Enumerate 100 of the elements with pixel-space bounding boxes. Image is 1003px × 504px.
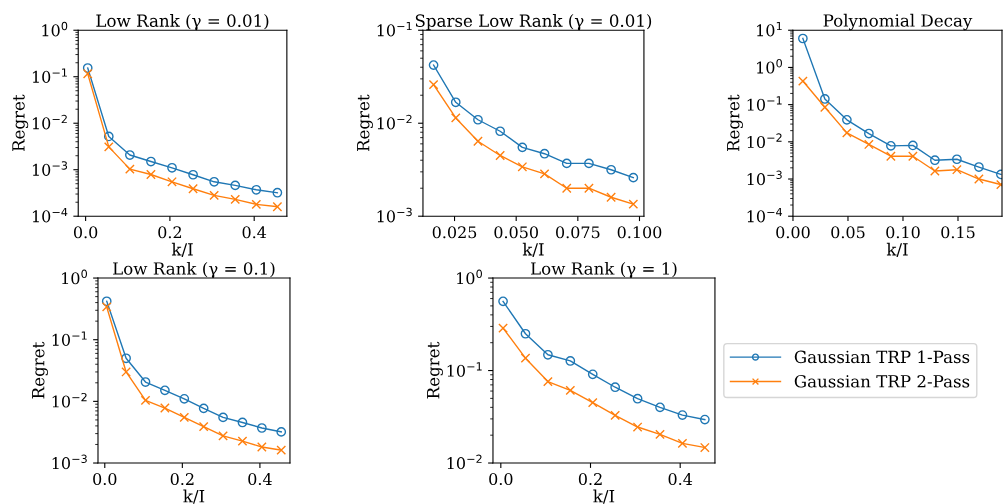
point: [628, 199, 639, 209]
y-tick-label: 10$^{1}$: [757, 21, 782, 37]
y-tick-label: 10$^{−3}$: [747, 170, 782, 186]
point: [188, 183, 198, 194]
point: [539, 169, 550, 179]
x-tick-label: 0.4: [242, 226, 267, 239]
point: [517, 161, 528, 172]
y-tick-label: 10$^{0}$: [42, 21, 68, 37]
point: [198, 403, 209, 414]
y-tick-label: 10$^{−1}$: [52, 331, 87, 346]
y-tick-label: 10$^{−3}$: [377, 207, 412, 223]
point: [699, 414, 710, 425]
point: [167, 176, 177, 187]
point: [655, 402, 665, 413]
x-tick-label: 0.2: [578, 473, 602, 486]
point: [473, 136, 483, 147]
point: [632, 422, 643, 432]
point: [209, 176, 220, 187]
point: [473, 114, 483, 125]
point: [587, 369, 598, 380]
x-tick-label: 0.10: [886, 226, 920, 239]
y-tick-label: 10$^{−1}$: [447, 362, 482, 377]
y-tick-label: 10$^{0}$: [457, 269, 482, 285]
point: [146, 156, 156, 167]
point: [798, 33, 808, 44]
point: [272, 187, 283, 198]
y-tick-label: 10$^{−3}$: [52, 454, 87, 470]
chart-title: Sparse Low Rank (γ = 0.01): [415, 14, 652, 31]
point: [209, 190, 220, 201]
point: [198, 421, 209, 432]
y-tick-label: 10$^{−1}$: [377, 21, 412, 37]
x-tick-label: 0.0: [93, 473, 117, 486]
point: [103, 131, 114, 142]
legend-label: Gaussian TRP 1-Pass: [794, 350, 970, 364]
point: [276, 445, 287, 455]
x-tick-label: 0.4: [668, 473, 693, 486]
point: [587, 397, 598, 408]
x-axis-title: k/I: [183, 489, 205, 504]
point: [188, 169, 198, 180]
point: [864, 128, 874, 139]
x-tick-label: 0.2: [170, 473, 194, 486]
point: [677, 410, 688, 420]
y-tick-label: 10$^{−4}$: [747, 207, 783, 223]
point: [125, 150, 135, 160]
point: [930, 166, 940, 176]
point: [632, 393, 643, 404]
point: [606, 164, 616, 175]
point: [101, 302, 112, 312]
point: [974, 174, 984, 184]
chart-title: Polynomial Decay: [823, 13, 973, 31]
x-tick-label: 0.075: [556, 226, 600, 239]
chart-title: Low Rank (γ = 1): [530, 261, 677, 279]
x-tick-label: 0.025: [432, 226, 477, 239]
x-tick-label: 0.0: [73, 226, 98, 239]
point: [842, 114, 852, 125]
point: [606, 192, 616, 203]
point: [230, 194, 241, 205]
point: [565, 385, 576, 396]
y-tick-label: 10$^{0}$: [757, 58, 782, 74]
point: [610, 382, 621, 393]
point: [101, 296, 112, 307]
point: [520, 328, 531, 339]
x-tick-label: 0.0: [489, 473, 513, 486]
y-axis-title: Regret: [427, 341, 443, 399]
point: [974, 162, 984, 172]
point: [237, 436, 248, 447]
point: [517, 142, 528, 153]
point: [610, 410, 621, 421]
point: [864, 139, 874, 150]
point: [561, 183, 572, 194]
point: [561, 158, 572, 169]
point: [125, 164, 135, 174]
legend-label: Gaussian TRP 2-Pass: [794, 375, 970, 388]
y-axis-title: Regret: [12, 94, 29, 152]
x-tick-label: 0.050: [494, 226, 538, 239]
point: [103, 142, 114, 152]
y-tick-label: 10$^{−2}$: [52, 392, 87, 408]
point: [237, 417, 248, 428]
x-tick-label: 0.00: [776, 226, 810, 239]
point: [886, 151, 896, 162]
point: [495, 126, 506, 137]
point: [82, 63, 93, 73]
y-tick-label: 10$^{−3}$: [32, 161, 68, 176]
point: [820, 94, 830, 104]
point: [179, 393, 190, 404]
y-tick-label: 10$^{0}$: [62, 269, 88, 285]
point: [272, 201, 283, 212]
point: [276, 427, 287, 437]
point: [82, 68, 93, 79]
x-axis-title: k/I: [593, 489, 615, 504]
y-tick-label: 10$^{−4}$: [32, 207, 68, 223]
point: [952, 164, 962, 175]
y-axis-title: Regret: [357, 94, 373, 152]
x-axis-title: k/I: [171, 242, 193, 257]
x-tick-label: 0.100: [617, 226, 662, 239]
point: [543, 376, 553, 387]
point: [886, 140, 896, 151]
y-tick-label: 10$^{−1}$: [747, 96, 782, 111]
point: [584, 183, 594, 194]
point: [160, 385, 170, 396]
